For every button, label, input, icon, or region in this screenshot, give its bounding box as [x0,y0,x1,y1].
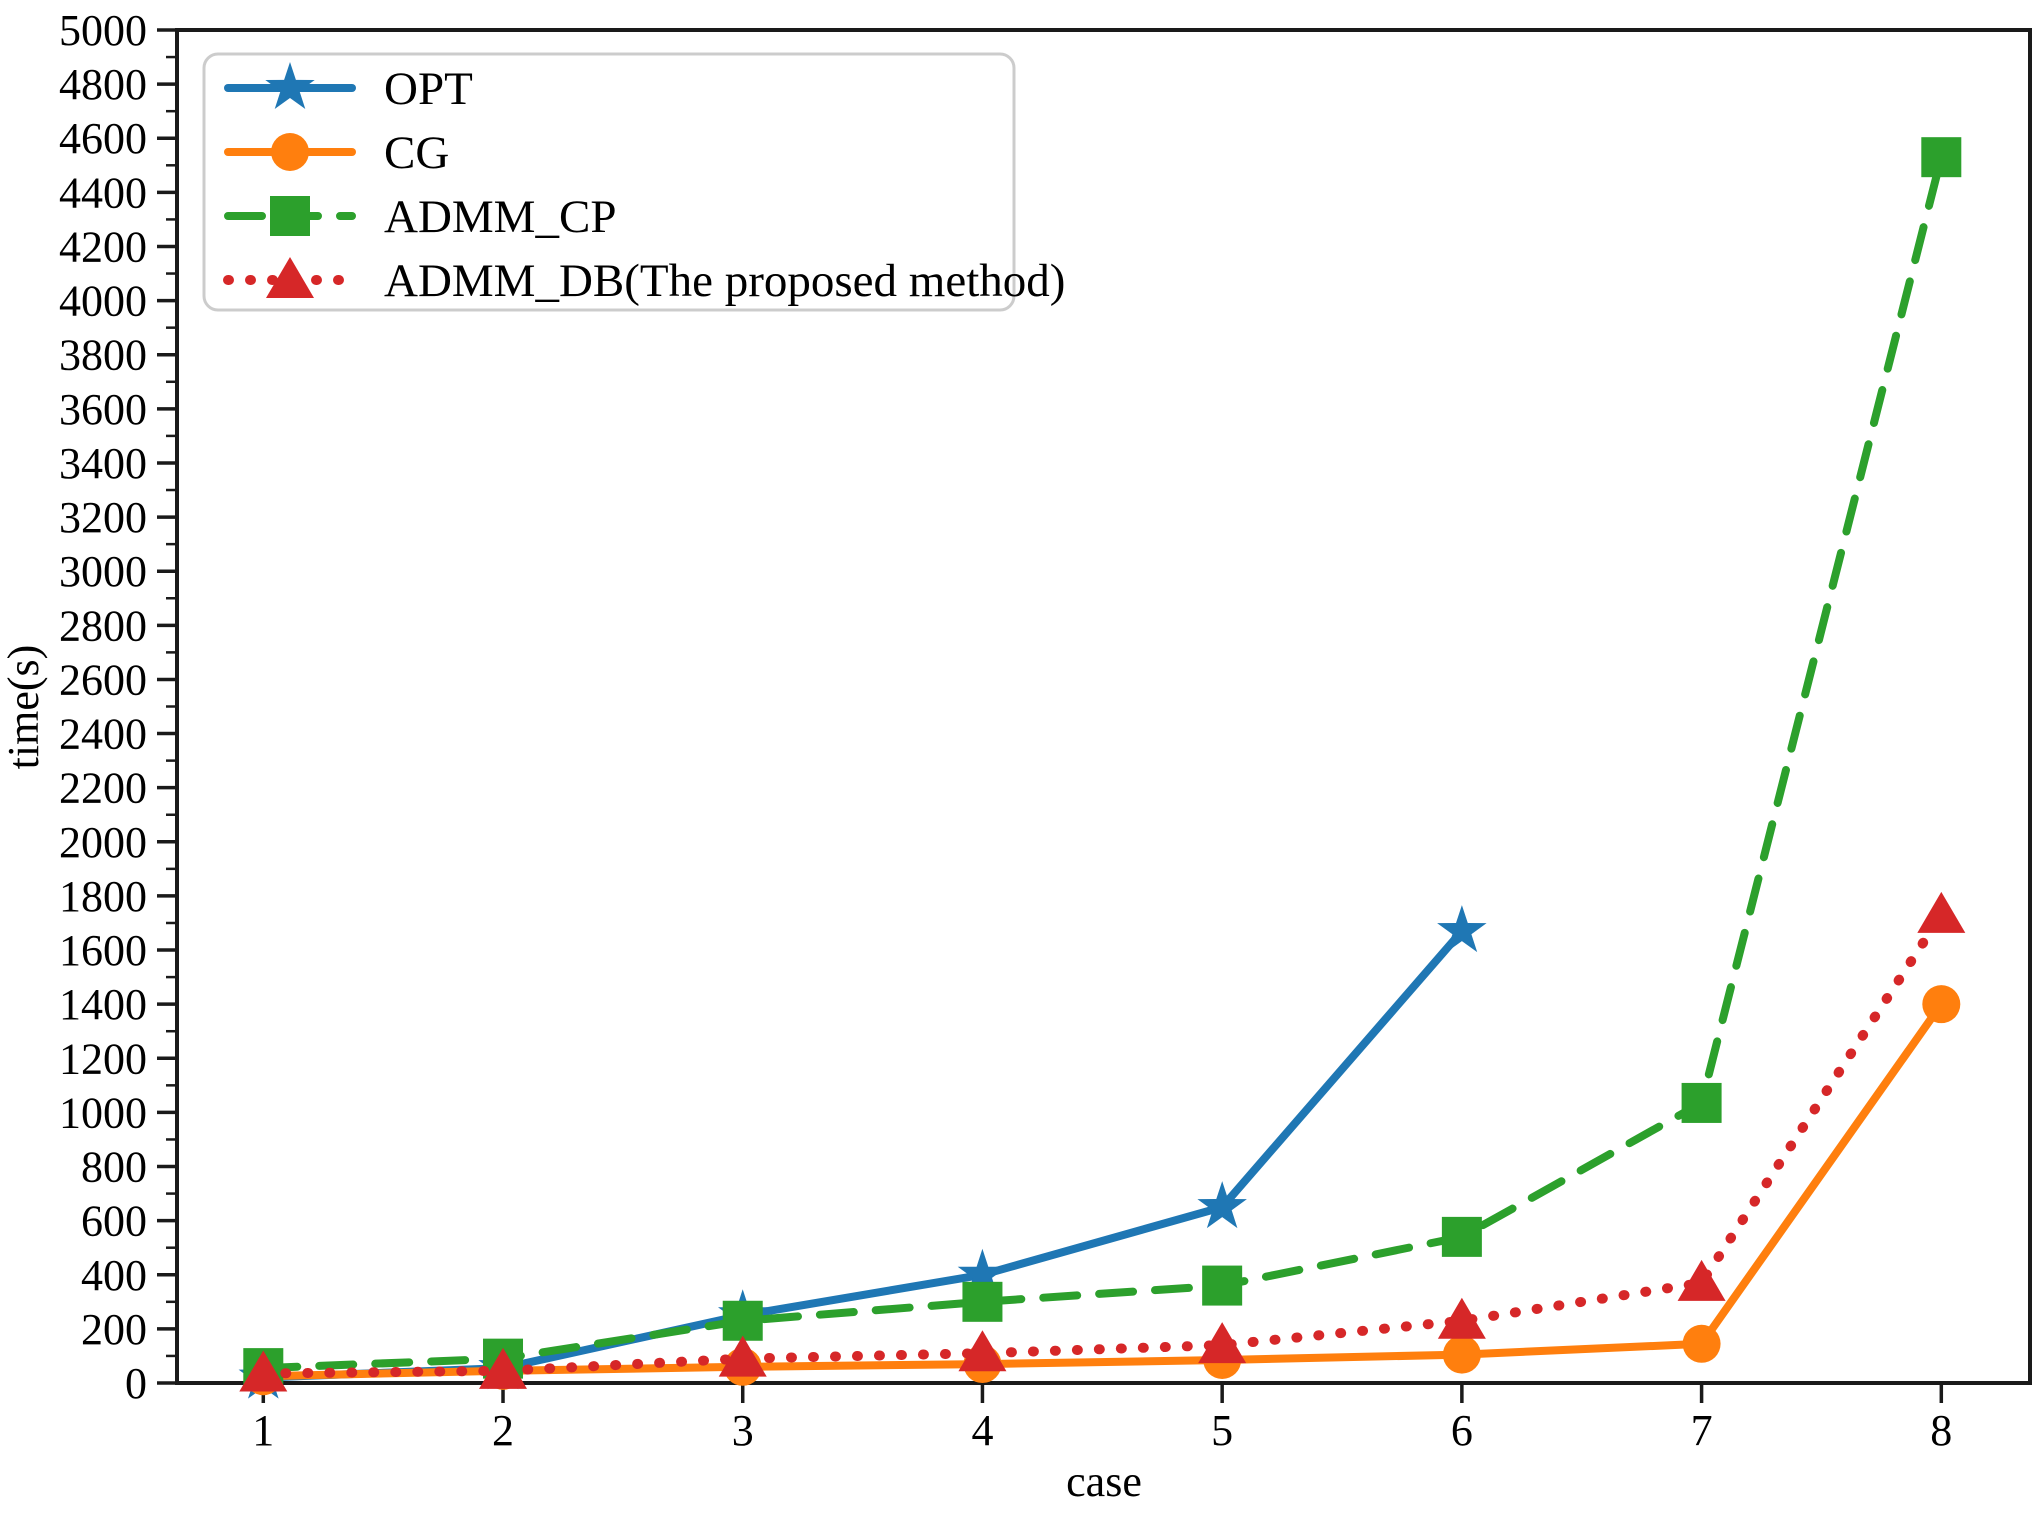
y-tick-label: 4400 [59,168,147,217]
series-opt-marker [1197,1181,1247,1229]
series-admm-db-the-proposed-method-line [258,909,1947,1379]
y-tick-label: 3200 [59,493,147,542]
x-tick-label: 8 [1930,1406,1952,1455]
legend-item-admm-cp: ADMM_CP [384,191,616,243]
series-admm-cp-marker [1921,137,1962,178]
y-axis-label: time(s) [0,645,48,770]
legend-star-icon [265,62,315,109]
y-tick-label: 2000 [59,818,147,867]
series-admm-db-the-proposed-method-marker [1437,1297,1486,1339]
series-admm-cp-marker [1441,1216,1482,1257]
series-admm-db-the-proposed-method-marker [718,1335,767,1377]
legend-item-opt: OPT [384,63,473,115]
series-admm-db-the-proposed-method-marker [1677,1259,1726,1301]
series-admm-db-the-proposed-method-marker [958,1330,1007,1372]
x-axis-label: case [1066,1457,1142,1506]
y-tick-label: 1400 [59,980,147,1029]
y-tick-label: 2800 [59,601,147,650]
y-tick-label: 4800 [59,60,147,109]
series-admm-cp-marker [962,1281,1003,1322]
y-tick-label: 5000 [59,6,147,55]
series-admm-cp-line [259,153,1946,1373]
x-tick-label: 2 [492,1406,514,1455]
series-admm-cp-marker [722,1300,763,1341]
series-cg-marker [1922,985,1961,1024]
legend-square-icon [270,196,310,236]
y-tick-label: 2200 [59,764,147,813]
series-admm-cp-marker [1202,1265,1243,1306]
legend-box [202,52,1016,312]
y-tick-label: 2400 [59,710,147,759]
x-tick-label: 7 [1691,1406,1713,1455]
y-tick-label: 1800 [59,872,147,921]
x-tick-label: 1 [252,1406,274,1455]
x-tick-label: 5 [1211,1406,1233,1455]
series-opt-line [259,927,1466,1382]
legend-triangle-icon [266,257,314,298]
y-tick-label: 800 [81,1143,147,1192]
series-admm-db-the-proposed-method-marker [479,1347,528,1389]
y-tick-label: 4200 [59,222,147,271]
series-admm-db-the-proposed-method-marker [1917,891,1966,933]
x-tick-label: 6 [1451,1406,1473,1455]
y-tick-label: 3000 [59,547,147,596]
y-tick-label: 1200 [59,1034,147,1083]
y-tick-label: 400 [81,1251,147,1300]
y-tick-label: 0 [125,1359,147,1408]
y-tick-label: 3600 [59,385,147,434]
y-tick-label: 4600 [59,114,147,163]
y-tick-label: 3800 [59,331,147,380]
series-cg-marker [1442,1335,1481,1374]
y-tick-label: 200 [81,1305,147,1354]
y-tick-label: 2600 [59,655,147,704]
y-tick-label: 1600 [59,926,147,975]
y-tick-label: 3400 [59,439,147,488]
series-cg-marker [1682,1324,1721,1363]
x-tick-label: 4 [971,1406,993,1455]
y-tick-label: 4000 [59,277,147,326]
series-admm-db-the-proposed-method-marker [239,1350,288,1392]
y-tick-label: 1000 [59,1088,147,1137]
series-opt-marker [957,1248,1008,1296]
legend-item-admm-db-the-proposed-method: ADMM_DB(The proposed method) [384,255,1065,307]
series-opt-marker [1437,905,1487,953]
x-tick-label: 3 [732,1406,754,1455]
series-admm-cp-marker [1681,1082,1722,1123]
legend-item-cg: CG [384,127,449,179]
series-cg-line [259,1000,1946,1381]
y-tick-label: 600 [81,1197,147,1246]
series-admm-db-the-proposed-method-marker [1198,1322,1247,1364]
legend-circle-icon [271,133,309,171]
